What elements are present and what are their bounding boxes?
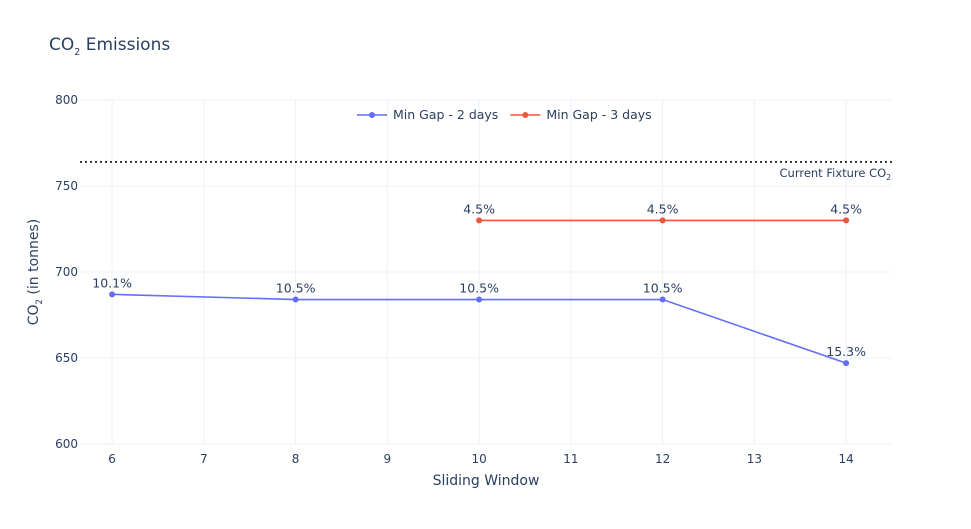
y-axis-title: CO2 (in tonnes) (26, 219, 45, 326)
legend-item-1[interactable]: Min Gap - 2 days (357, 107, 498, 122)
tick-layer: 6 7 8 9 10 11 12 13 14 600 650 700 750 800 (55, 93, 854, 466)
y-tick-label: 750 (55, 179, 78, 193)
data-point[interactable] (292, 296, 299, 303)
data-point[interactable] (843, 217, 850, 224)
data-point[interactable] (659, 217, 666, 224)
data-label: 4.5% (647, 201, 679, 216)
reference-line-label: Current Fixture CO2 (780, 166, 892, 182)
legend-item-2[interactable]: Min Gap - 3 days (510, 107, 652, 122)
x-tick-label: 12 (655, 452, 670, 466)
x-tick-label: 7 (200, 452, 208, 466)
data-label: 15.3% (826, 344, 866, 359)
series-1: 10.1% 10.5% 10.5% 10.5% 15.3% (92, 275, 866, 367)
y-tick-label: 650 (55, 351, 78, 365)
data-label: 10.5% (643, 281, 683, 296)
data-label: 4.5% (830, 201, 862, 216)
data-label: 10.1% (92, 275, 132, 290)
data-point[interactable] (659, 296, 666, 303)
grid-layer (80, 99, 892, 445)
reference-line-layer: Current Fixture CO2 (80, 161, 892, 182)
x-axis-title: Sliding Window (433, 473, 540, 489)
series-2: 4.5% 4.5% 4.5% (463, 201, 862, 224)
x-tick-label: 9 (384, 452, 392, 466)
legend-marker-swatch (369, 112, 375, 118)
data-label: 10.5% (276, 281, 316, 296)
y-tick-label: 800 (55, 93, 78, 107)
y-tick-label: 700 (55, 265, 78, 279)
chart-title: CO2 Emissions (49, 35, 170, 58)
data-label: 10.5% (459, 281, 499, 296)
legend-marker-swatch (522, 112, 529, 118)
legend-label: Min Gap - 3 days (546, 107, 651, 122)
y-tick-label: 600 (55, 437, 78, 451)
x-tick-label: 8 (292, 452, 300, 466)
legend[interactable]: Min Gap - 2 days Min Gap - 3 days (357, 107, 652, 122)
data-point[interactable] (109, 291, 116, 298)
data-point[interactable] (476, 217, 483, 224)
series-layer: 10.1% 10.5% 10.5% 10.5% 15.3% 4.5% 4.5% 4.5% (92, 201, 866, 367)
x-tick-label: 10 (471, 452, 486, 466)
data-point[interactable] (843, 360, 850, 367)
x-tick-label: 11 (563, 452, 578, 466)
legend-label: Min Gap - 2 days (393, 107, 498, 122)
data-point[interactable] (476, 296, 483, 303)
x-tick-label: 13 (747, 452, 762, 466)
x-tick-label: 14 (838, 452, 853, 466)
x-tick-label: 6 (108, 452, 116, 466)
data-label: 4.5% (463, 201, 495, 216)
